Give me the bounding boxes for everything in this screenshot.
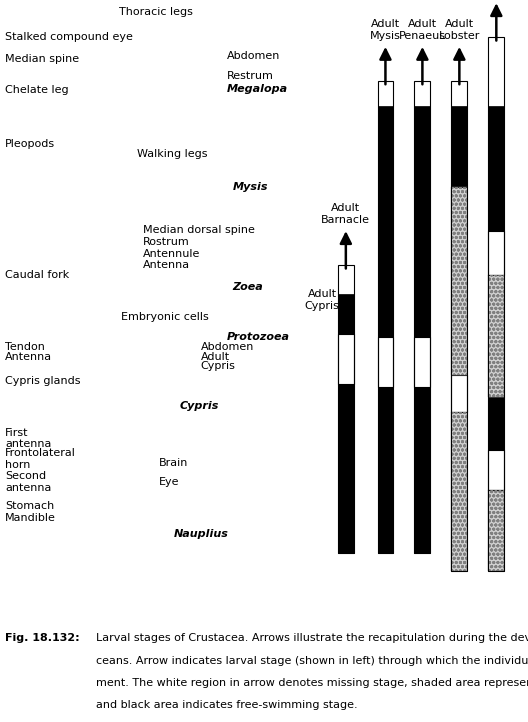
- Bar: [378, 106, 393, 337]
- Text: Abdomen: Abdomen: [227, 51, 280, 61]
- Text: Restrum: Restrum: [227, 71, 274, 81]
- Text: Embryonic cells: Embryonic cells: [121, 312, 209, 322]
- Bar: [488, 38, 504, 571]
- Text: Adult
Penaeus: Adult Penaeus: [399, 19, 446, 40]
- Bar: [488, 396, 504, 450]
- Text: Caudal fork: Caudal fork: [5, 270, 70, 280]
- Bar: [414, 81, 430, 553]
- Text: Brain: Brain: [158, 458, 188, 469]
- Bar: [338, 334, 354, 384]
- Bar: [451, 375, 467, 412]
- Text: Megalopa: Megalopa: [227, 84, 288, 94]
- Text: Nauplius: Nauplius: [174, 529, 229, 539]
- Text: Median spine: Median spine: [5, 54, 79, 64]
- Bar: [488, 231, 504, 275]
- Text: Rostrum: Rostrum: [143, 238, 190, 248]
- Text: Cypris: Cypris: [201, 361, 235, 371]
- Text: Stomach: Stomach: [5, 501, 54, 511]
- Bar: [338, 294, 354, 334]
- Text: Second
antenna: Second antenna: [5, 471, 52, 493]
- Text: Mandible: Mandible: [5, 513, 56, 523]
- Bar: [451, 188, 467, 375]
- Text: Frontolateral
horn: Frontolateral horn: [5, 448, 76, 470]
- Text: Cypris: Cypris: [180, 401, 219, 411]
- Bar: [414, 387, 430, 553]
- Text: Protozoea: Protozoea: [227, 332, 290, 342]
- Text: Adult: Adult: [201, 352, 230, 362]
- Text: Mysis: Mysis: [232, 183, 268, 192]
- Bar: [488, 490, 504, 571]
- Bar: [378, 337, 393, 387]
- Text: Antennule: Antennule: [143, 248, 200, 258]
- Text: ceans. Arrow indicates larval stage (shown in left) through which the individual: ceans. Arrow indicates larval stage (sho…: [96, 656, 528, 666]
- Text: Cypris glands: Cypris glands: [5, 376, 81, 386]
- Text: and black area indicates free-swimming stage.: and black area indicates free-swimming s…: [96, 700, 357, 710]
- Bar: [378, 387, 393, 553]
- Bar: [488, 275, 504, 396]
- Bar: [451, 412, 467, 571]
- Bar: [414, 337, 430, 387]
- Text: Stalked compound eye: Stalked compound eye: [5, 32, 133, 43]
- Text: Thoracic legs: Thoracic legs: [119, 7, 193, 17]
- Text: Abdomen: Abdomen: [201, 342, 254, 352]
- Bar: [338, 266, 354, 553]
- Text: ment. The white region in arrow denotes missing stage, shaded area represents st: ment. The white region in arrow denotes …: [96, 678, 528, 688]
- Text: First
antenna: First antenna: [5, 427, 52, 449]
- Text: Adult
Barnacle: Adult Barnacle: [322, 203, 370, 225]
- Text: Median dorsal spine: Median dorsal spine: [143, 225, 254, 235]
- Text: Antenna: Antenna: [5, 352, 52, 362]
- Bar: [451, 81, 467, 571]
- Bar: [451, 188, 467, 375]
- Text: Adult
Mysis: Adult Mysis: [370, 19, 401, 40]
- Text: Pleopods: Pleopods: [5, 139, 55, 149]
- Text: Tendon: Tendon: [5, 342, 45, 352]
- Text: Larval stages of Crustacea. Arrows illustrate the recapitulation during the deve: Larval stages of Crustacea. Arrows illus…: [96, 633, 528, 643]
- Text: Adult
Cypris: Adult Cypris: [305, 289, 340, 310]
- Bar: [451, 106, 467, 188]
- Bar: [488, 106, 504, 231]
- Text: Fig. 18.132:: Fig. 18.132:: [5, 633, 80, 643]
- Bar: [488, 450, 504, 490]
- Bar: [378, 81, 393, 553]
- Text: Eye: Eye: [158, 477, 179, 487]
- Text: Zoea: Zoea: [232, 282, 263, 292]
- Bar: [488, 275, 504, 396]
- Bar: [451, 412, 467, 571]
- Text: Chelate leg: Chelate leg: [5, 85, 69, 95]
- Bar: [338, 384, 354, 553]
- Text: Walking legs: Walking legs: [137, 149, 208, 159]
- Text: Adult
Lobster: Adult Lobster: [439, 19, 480, 40]
- Bar: [414, 106, 430, 337]
- Bar: [488, 490, 504, 571]
- Text: Antenna: Antenna: [143, 260, 190, 270]
